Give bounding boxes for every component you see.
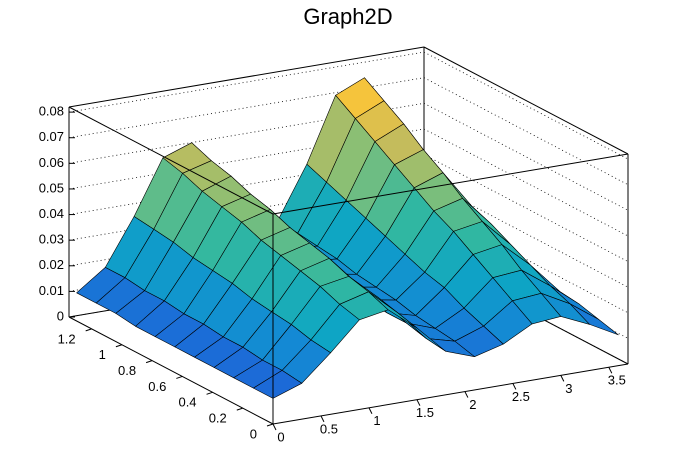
y-tick-label: 0.8 (118, 363, 136, 378)
z-tick-label: 0.01 (39, 283, 64, 298)
x-tick-label: 0 (277, 429, 284, 444)
x-tick-label: 1 (373, 413, 380, 428)
y-tick (85, 328, 92, 332)
x-tick (560, 375, 565, 382)
y-tick-label: 0.6 (148, 379, 166, 394)
x-tick-label: 1.5 (416, 405, 434, 420)
z-tick-label: 0.05 (39, 180, 64, 195)
z-tick-label: 0.02 (39, 257, 64, 272)
y-tick (206, 391, 213, 395)
z-tick-label: 0.06 (39, 155, 64, 170)
x-tick (320, 415, 325, 423)
y-tick (266, 423, 274, 427)
z-tick-label: 0.03 (39, 232, 64, 247)
chart-title: Graph2D (303, 4, 392, 29)
x-tick-label: 0.5 (320, 421, 338, 436)
box-edge (68, 106, 274, 215)
x-axis (272, 363, 629, 425)
y-tick (236, 407, 243, 411)
box-edge (423, 46, 629, 155)
z-tick-label: 0 (57, 308, 64, 323)
y-tick-label: 0.2 (209, 411, 227, 426)
y-tick-label: 1.2 (58, 331, 76, 346)
x-tick (608, 367, 613, 374)
box-edge (272, 153, 629, 215)
x-tick-label: 3.5 (608, 373, 626, 388)
x-tick-label: 3 (565, 381, 572, 396)
box-edge (68, 46, 425, 108)
x-tick (272, 423, 277, 431)
z-tick-label: 0.07 (39, 129, 64, 144)
surface-cell (253, 370, 303, 399)
z-tick-label: 0.04 (39, 206, 64, 221)
x-tick-label: 2.5 (512, 389, 530, 404)
y-tick-label: 0.4 (178, 395, 196, 410)
grid-line (68, 51, 629, 160)
x-tick (416, 399, 421, 406)
y-tick-label: 1 (99, 347, 106, 362)
y-tick-label: 0 (250, 426, 257, 441)
x-tick (464, 391, 469, 398)
grid-line (68, 102, 629, 211)
y-tick (115, 344, 123, 348)
y-tick (176, 375, 183, 379)
y-axis (68, 316, 274, 425)
x-tick (512, 383, 517, 390)
grid-line (68, 77, 629, 186)
x-tick (368, 407, 373, 415)
x-tick-label: 2 (469, 397, 476, 412)
z-tick-label: 0.08 (39, 104, 64, 119)
y-tick (145, 360, 153, 364)
